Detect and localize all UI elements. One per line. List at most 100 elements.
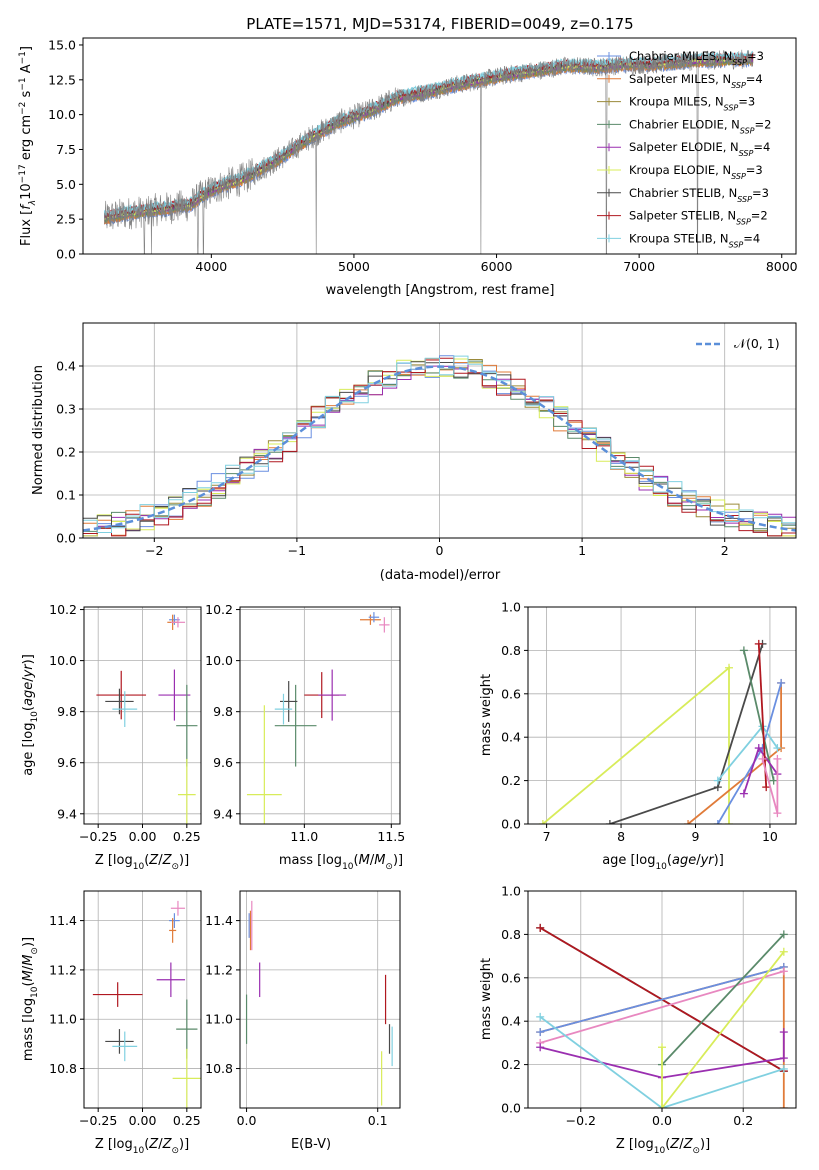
y-tick-label: 9.4 bbox=[57, 806, 77, 821]
x-tick-label: 7 bbox=[543, 829, 551, 844]
x-tick-label: 8000 bbox=[766, 259, 798, 274]
weight-vs-age-plot: 7 8 9 10 0.0 0.2 0.4 0.6 0.8 1.0 age [log10(age/y… bbox=[479, 600, 797, 872]
y-tick-label: 0.2 bbox=[501, 773, 521, 788]
weight-line bbox=[539, 1016, 785, 1108]
y-tick-label: 2.5 bbox=[56, 212, 76, 227]
axes-frame bbox=[239, 890, 401, 1109]
weight-line bbox=[661, 933, 785, 1066]
x-tick-label: 0.0 bbox=[237, 1113, 257, 1128]
legend-label: Chabrier MILES, NSSP=3 bbox=[629, 49, 764, 67]
y-tick-label: 10.2 bbox=[49, 602, 77, 617]
x-tick-label: −1 bbox=[288, 543, 306, 558]
x-tick-label: −2 bbox=[145, 543, 163, 558]
plot-area bbox=[83, 355, 796, 537]
spectrum-plot: 4000 5000 6000 7000 8000 0.0 2.5 5.0 7.5 10.0 12.5… bbox=[18, 37, 798, 298]
y-tick-label: 11.0 bbox=[49, 1012, 77, 1027]
residual-histogram-plot: −2 −1 0 1 2 0.0 0.1 0.2 0.3 0.4 (data-model)/erro… bbox=[31, 322, 797, 583]
weightz-ylabel: mass weight bbox=[479, 958, 494, 1040]
legend-label: Kroupa STELIB, NSSP=4 bbox=[629, 231, 760, 249]
y-tick-label: 10.2 bbox=[205, 602, 233, 617]
spectrum-legend: Chabrier MILES, NSSP=3 Salpeter MILES, NS… bbox=[597, 49, 771, 249]
y-tick-label: 0.1 bbox=[56, 488, 76, 503]
plot-area bbox=[538, 639, 786, 824]
y-tick-label: 7.5 bbox=[56, 142, 76, 157]
y-tick-label: 10.8 bbox=[49, 1061, 77, 1076]
y-tick-label: 0.4 bbox=[56, 359, 76, 374]
weight-line bbox=[661, 951, 785, 1108]
x-tick-label: −0.2 bbox=[566, 1113, 596, 1128]
y-tick-label: 9.6 bbox=[213, 755, 233, 770]
weightz-xlabel: Z [log10(Z/Z⊙)] bbox=[616, 1137, 710, 1156]
axes-frame bbox=[82, 37, 797, 255]
mass-vs-ebv-plot: 0.0 0.1 10.8 11.0 11.2 11.4 E(B-V) bbox=[205, 890, 401, 1152]
x-tick-label: 0.2 bbox=[733, 1113, 753, 1128]
agez-ylabel: age [log10(age/yr)] bbox=[21, 654, 40, 776]
y-tick-label: 9.8 bbox=[57, 704, 77, 719]
x-tick-label: 7000 bbox=[623, 259, 655, 274]
x-tick-label: 11.0 bbox=[290, 829, 318, 844]
legend-label: Kroupa ELODIE, NSSP=3 bbox=[629, 163, 763, 181]
plot-area bbox=[104, 49, 754, 254]
y-tick-label: 0.6 bbox=[501, 686, 521, 701]
histogram-ylabel: Normed distribution bbox=[31, 365, 46, 495]
plot-area bbox=[96, 614, 198, 824]
normal-curve bbox=[83, 365, 796, 532]
normal-legend-label: 𝒩(0, 1) bbox=[734, 336, 780, 351]
weight-line bbox=[542, 665, 730, 824]
plot-area bbox=[245, 900, 393, 1106]
y-tick-label: 0.4 bbox=[501, 730, 521, 745]
x-tick-label: −0.25 bbox=[79, 829, 117, 844]
legend-label: Chabrier ELODIE, NSSP=2 bbox=[629, 117, 771, 135]
y-tick-label: 12.5 bbox=[48, 72, 76, 87]
massebv-xlabel: E(B-V) bbox=[291, 1137, 331, 1152]
y-tick-label: 10.8 bbox=[205, 1061, 233, 1076]
x-tick-label: 5000 bbox=[338, 259, 370, 274]
x-tick-label: −0.25 bbox=[79, 1113, 117, 1128]
figure-title: PLATE=1571, MJD=53174, FIBERID=0049, z=0… bbox=[246, 15, 633, 33]
legend-label: Salpeter MILES, NSSP=4 bbox=[629, 72, 763, 90]
y-tick-label: 9.8 bbox=[213, 704, 233, 719]
y-tick-label: 11.2 bbox=[49, 962, 77, 977]
x-tick-label: 6000 bbox=[481, 259, 513, 274]
x-tick-label: 10 bbox=[762, 829, 778, 844]
x-tick-label: 0.25 bbox=[173, 829, 201, 844]
spectrum-ylabel: Flux [fλ10−17 erg cm−2 s−1 A−1] bbox=[18, 46, 38, 246]
y-tick-label: 0.2 bbox=[56, 445, 76, 460]
y-tick-label: 0.0 bbox=[501, 817, 521, 832]
age-vs-mass-plot: 11.0 11.5 9.4 9.6 9.8 10.0 10.2 mass [log10(M/… bbox=[205, 602, 405, 872]
y-tick-label: 0.0 bbox=[56, 247, 76, 262]
y-tick-label: 5.0 bbox=[56, 177, 76, 192]
y-tick-label: 0.3 bbox=[56, 402, 76, 417]
x-tick-label: 9 bbox=[692, 829, 700, 844]
y-tick-label: 0.0 bbox=[56, 531, 76, 546]
spectrum-xlabel: wavelength [Angstrom, rest frame] bbox=[326, 283, 555, 298]
legend-label: Kroupa MILES, NSSP=3 bbox=[629, 95, 755, 113]
legend-label: Salpeter STELIB, NSSP=2 bbox=[629, 209, 768, 227]
y-tick-label: 11.4 bbox=[205, 913, 233, 928]
y-tick-label: 0.2 bbox=[501, 1057, 521, 1072]
y-tick-label: 0.4 bbox=[501, 1014, 521, 1029]
y-tick-label: 0.8 bbox=[501, 643, 521, 658]
weightage-ylabel: mass weight bbox=[479, 674, 494, 756]
x-tick-label: 0.25 bbox=[173, 1113, 201, 1128]
mass-vs-z-plot: −0.25 0.00 0.25 10.8 11.0 11.2 11.4 Z [log10(Z… bbox=[21, 890, 202, 1156]
weight-line bbox=[757, 643, 768, 788]
weight-vs-z-plot: −0.2 0.0 0.2 0.0 0.2 0.4 0.6 0.8 1.0 Z [log10(Z/… bbox=[479, 884, 797, 1156]
x-tick-label: 0.00 bbox=[129, 829, 157, 844]
y-tick-label: 9.6 bbox=[57, 755, 77, 770]
histogram-xlabel: (data-model)/error bbox=[380, 568, 501, 583]
y-tick-label: 11.2 bbox=[205, 962, 233, 977]
agez-xlabel: Z [log10(Z/Z⊙)] bbox=[95, 853, 189, 872]
y-tick-label: 0.8 bbox=[501, 927, 521, 942]
y-tick-label: 1.0 bbox=[501, 884, 521, 899]
axes-frame bbox=[239, 606, 401, 825]
weight-line bbox=[743, 650, 775, 781]
weight-line bbox=[609, 643, 764, 824]
x-tick-label: 8 bbox=[617, 829, 625, 844]
plot-area bbox=[536, 923, 788, 1108]
massz-xlabel: Z [log10(Z/Z⊙)] bbox=[95, 1137, 189, 1156]
agemass-xlabel: mass [log10(M/M⊙)] bbox=[279, 853, 403, 872]
plot-area bbox=[92, 900, 201, 1108]
age-vs-z-plot: −0.25 0.00 0.25 9.4 9.6 9.8 10.0 10.2 Z [log10(… bbox=[21, 602, 202, 872]
